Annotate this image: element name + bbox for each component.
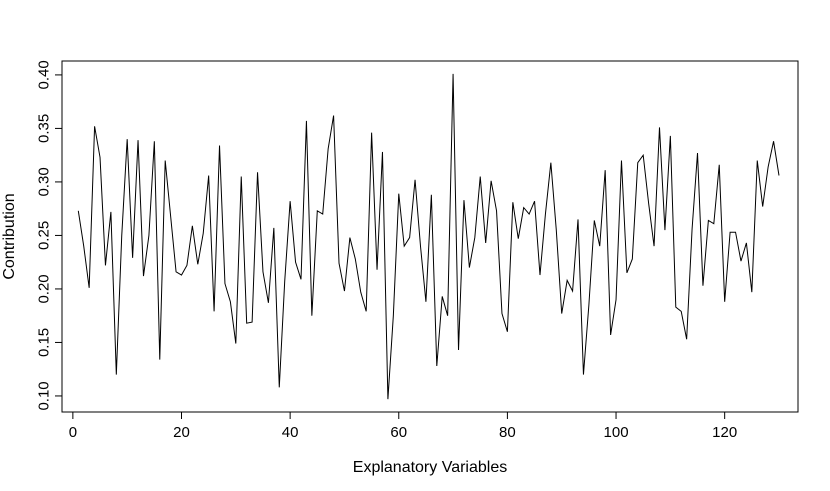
y-tick-label: 0.20 (36, 274, 53, 303)
y-tick-label: 0.40 (36, 60, 53, 89)
x-tick-label: 120 (712, 424, 737, 441)
series-line (77, 73, 780, 400)
y-tick-label: 0.10 (36, 381, 53, 410)
x-axis-title: Explanatory Variables (353, 459, 507, 476)
y-tick-label: 0.30 (36, 167, 53, 196)
y-tick-label: 0.35 (36, 114, 53, 143)
x-tick-label: 80 (499, 424, 516, 441)
x-tick-label: 60 (390, 424, 407, 441)
x-tick-label: 0 (69, 424, 77, 441)
x-axis: 0 20 40 60 80 100 120 (69, 411, 737, 441)
x-tick-label: 100 (604, 424, 629, 441)
y-axis: 0.10 0.15 0.20 0.25 0.30 0.35 0.40 (36, 60, 63, 411)
series-layer (77, 73, 780, 400)
y-axis-title: Contribution (1, 193, 18, 279)
y-tick-label: 0.25 (36, 221, 53, 250)
x-tick-label: 20 (173, 424, 190, 441)
x-tick-label: 40 (282, 424, 299, 441)
y-tick-label: 0.15 (36, 328, 53, 357)
